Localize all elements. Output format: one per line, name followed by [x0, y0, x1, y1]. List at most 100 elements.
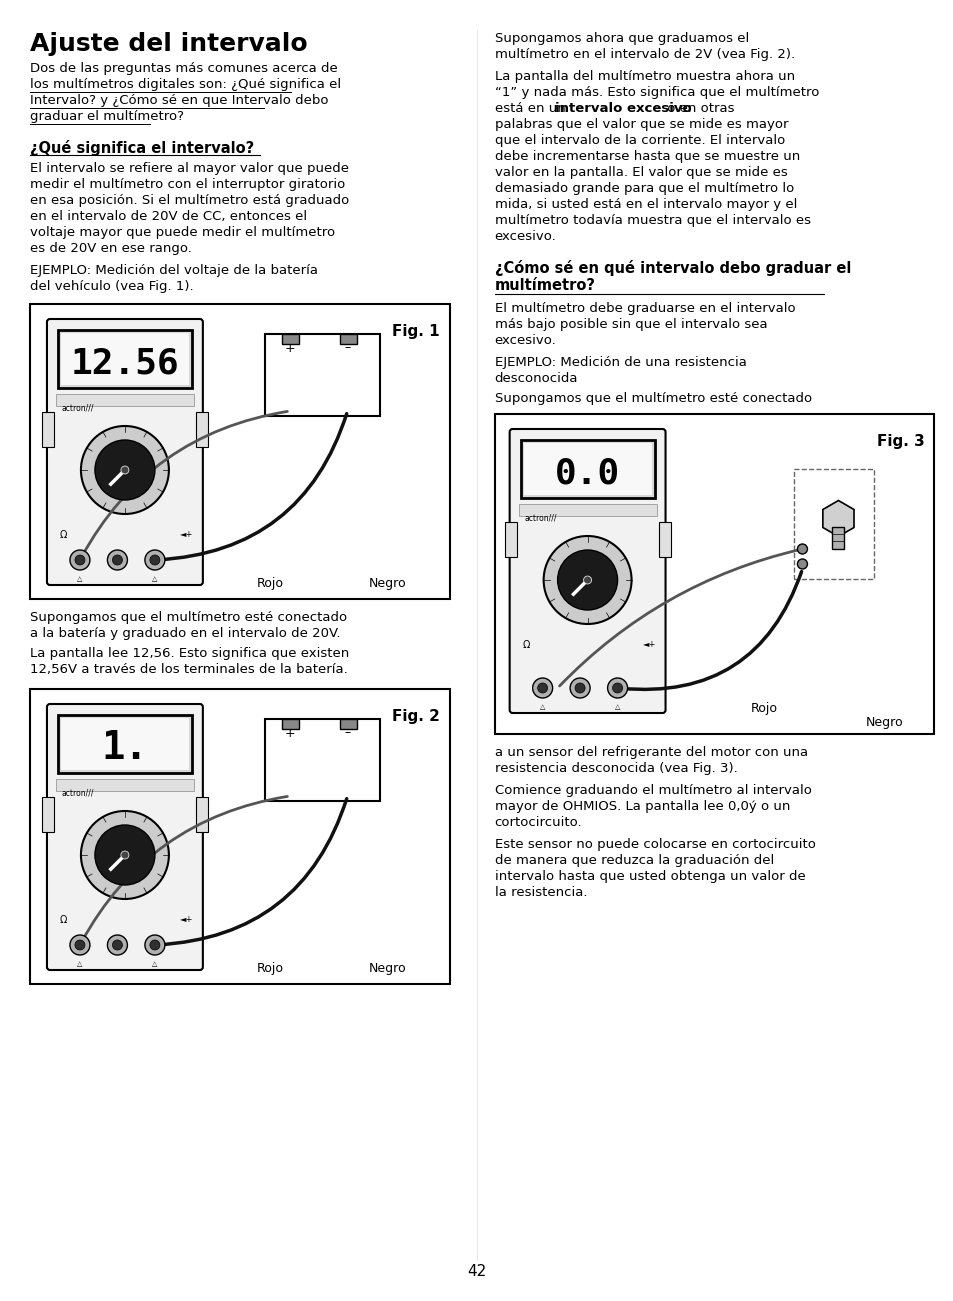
Bar [265, 719, 379, 801]
Bar [339, 334, 356, 343]
Text: la resistencia.: la resistencia. [495, 886, 586, 899]
Text: es de 20V en ese rango.: es de 20V en ese rango. [30, 242, 192, 255]
Text: debe incrementarse hasta que se muestre un: debe incrementarse hasta que se muestre … [495, 150, 799, 163]
Bar [523, 444, 651, 494]
Bar [282, 719, 299, 729]
Bar [42, 412, 54, 448]
Text: Ω: Ω [60, 530, 68, 540]
Bar [658, 522, 670, 557]
Text: Fig. 2: Fig. 2 [392, 709, 439, 723]
Text: Negro: Negro [369, 578, 406, 589]
Text: △: △ [77, 576, 83, 582]
Circle shape [543, 536, 631, 624]
Text: 12,56V a través de los terminales de la batería.: 12,56V a través de los terminales de la … [30, 664, 347, 677]
Text: actron///: actron/// [62, 788, 94, 798]
Circle shape [612, 683, 622, 693]
Bar [30, 304, 449, 598]
Text: Supongamos que el multímetro esté conectado: Supongamos que el multímetro esté conect… [495, 392, 811, 405]
Text: valor en la pantalla. El valor que se mide es: valor en la pantalla. El valor que se mi… [495, 167, 786, 180]
Bar [282, 334, 299, 343]
Circle shape [797, 544, 806, 554]
Bar [265, 334, 379, 416]
Text: mida, si usted está en el intervalo mayor y el: mida, si usted está en el intervalo mayo… [495, 198, 796, 211]
Text: 42: 42 [467, 1265, 486, 1279]
Circle shape [570, 678, 590, 699]
Text: El intervalo se refiere al mayor valor que puede: El intervalo se refiere al mayor valor q… [30, 163, 349, 176]
Text: a la batería y graduado en el intervalo de 20V.: a la batería y graduado en el intervalo … [30, 627, 340, 640]
Text: △: △ [77, 961, 83, 967]
Text: ◄+: ◄+ [642, 640, 656, 649]
Circle shape [532, 678, 552, 699]
Text: está en un: está en un [495, 101, 569, 114]
Text: mayor de OHMIOS. La pantalla lee 0,0ý o un: mayor de OHMIOS. La pantalla lee 0,0ý o … [495, 800, 789, 813]
Text: Ajuste del intervalo: Ajuste del intervalo [30, 33, 307, 56]
Bar [58, 716, 192, 773]
Text: La pantalla lee 12,56. Esto significa que existen: La pantalla lee 12,56. Esto significa qu… [30, 647, 349, 660]
Circle shape [145, 935, 165, 955]
Text: Ω: Ω [60, 915, 68, 925]
Text: –: – [344, 341, 351, 354]
Text: a un sensor del refrigerante del motor con una: a un sensor del refrigerante del motor c… [495, 745, 807, 758]
Circle shape [75, 556, 85, 565]
Circle shape [797, 559, 806, 569]
Text: ¿Qué significa el intervalo?: ¿Qué significa el intervalo? [30, 141, 253, 156]
Text: del vehículo (vea Fig. 1).: del vehículo (vea Fig. 1). [30, 280, 193, 293]
Bar [56, 779, 193, 791]
Text: Negro: Negro [864, 716, 902, 729]
Text: voltaje mayor que puede medir el multímetro: voltaje mayor que puede medir el multíme… [30, 226, 335, 239]
Text: △: △ [152, 961, 157, 967]
Bar [61, 333, 189, 385]
Text: cortocircuito.: cortocircuito. [495, 816, 581, 829]
Text: “1” y nada más. Esto significa que el multímetro: “1” y nada más. Esto significa que el mu… [495, 86, 819, 99]
Text: 0.0: 0.0 [555, 455, 619, 490]
Text: palabras que el valor que se mide es mayor: palabras que el valor que se mide es may… [495, 118, 787, 131]
Circle shape [81, 811, 169, 899]
Bar [504, 522, 517, 557]
Text: Dos de las preguntas más comunes acerca de: Dos de las preguntas más comunes acerca … [30, 62, 337, 75]
Bar [42, 798, 54, 833]
Text: △: △ [152, 576, 157, 582]
Text: en esa posición. Si el multímetro está graduado: en esa posición. Si el multímetro está g… [30, 194, 349, 207]
Text: Supongamos que el multímetro esté conectado: Supongamos que el multímetro esté conect… [30, 611, 347, 624]
Text: multímetro todavía muestra que el intervalo es: multímetro todavía muestra que el interv… [495, 213, 810, 226]
Text: EJEMPLO: Medición del voltaje de la batería: EJEMPLO: Medición del voltaje de la bate… [30, 264, 317, 277]
Bar [61, 718, 189, 770]
Bar [195, 798, 208, 833]
Circle shape [607, 678, 627, 699]
Bar [339, 719, 356, 729]
Bar [794, 468, 874, 579]
Circle shape [108, 550, 128, 570]
Text: ¿Cómo sé en qué intervalo debo graduar el: ¿Cómo sé en qué intervalo debo graduar e… [495, 260, 850, 276]
Bar [195, 412, 208, 448]
Bar [518, 503, 656, 516]
Bar [58, 330, 192, 388]
Text: Comience graduando el multímetro al intervalo: Comience graduando el multímetro al inte… [495, 785, 811, 798]
Circle shape [112, 556, 122, 565]
Text: graduar el multímetro?: graduar el multímetro? [30, 111, 184, 124]
Circle shape [575, 683, 584, 693]
Text: más bajo posible sin que el intervalo sea: más bajo posible sin que el intervalo se… [495, 317, 766, 330]
Text: actron///: actron/// [62, 403, 94, 412]
Circle shape [70, 550, 90, 570]
Text: medir el multímetro con el interruptor giratorio: medir el multímetro con el interruptor g… [30, 178, 345, 191]
Text: demasiado grande para que el multímetro lo: demasiado grande para que el multímetro … [495, 182, 793, 195]
Text: excesivo.: excesivo. [495, 334, 556, 347]
Text: EJEMPLO: Medición de una resistencia: EJEMPLO: Medición de una resistencia [495, 356, 746, 369]
Bar [56, 394, 193, 406]
Text: de manera que reduzca la graduación del: de manera que reduzca la graduación del [495, 853, 773, 866]
Text: Rojo: Rojo [256, 961, 283, 974]
Circle shape [537, 683, 547, 693]
Bar [495, 414, 933, 734]
Polygon shape [822, 501, 853, 536]
Text: Ω: Ω [522, 640, 530, 650]
Text: Fig. 1: Fig. 1 [392, 324, 439, 340]
Text: 12.56: 12.56 [71, 346, 179, 380]
Text: El multímetro debe graduarse en el intervalo: El multímetro debe graduarse en el inter… [495, 302, 795, 315]
Text: intervalo excesivo: intervalo excesivo [554, 101, 691, 114]
Circle shape [583, 576, 591, 584]
Text: desconocida: desconocida [495, 372, 578, 385]
Text: resistencia desconocida (vea Fig. 3).: resistencia desconocida (vea Fig. 3). [495, 762, 737, 775]
Circle shape [150, 941, 160, 950]
Circle shape [121, 851, 129, 859]
FancyBboxPatch shape [47, 704, 203, 971]
